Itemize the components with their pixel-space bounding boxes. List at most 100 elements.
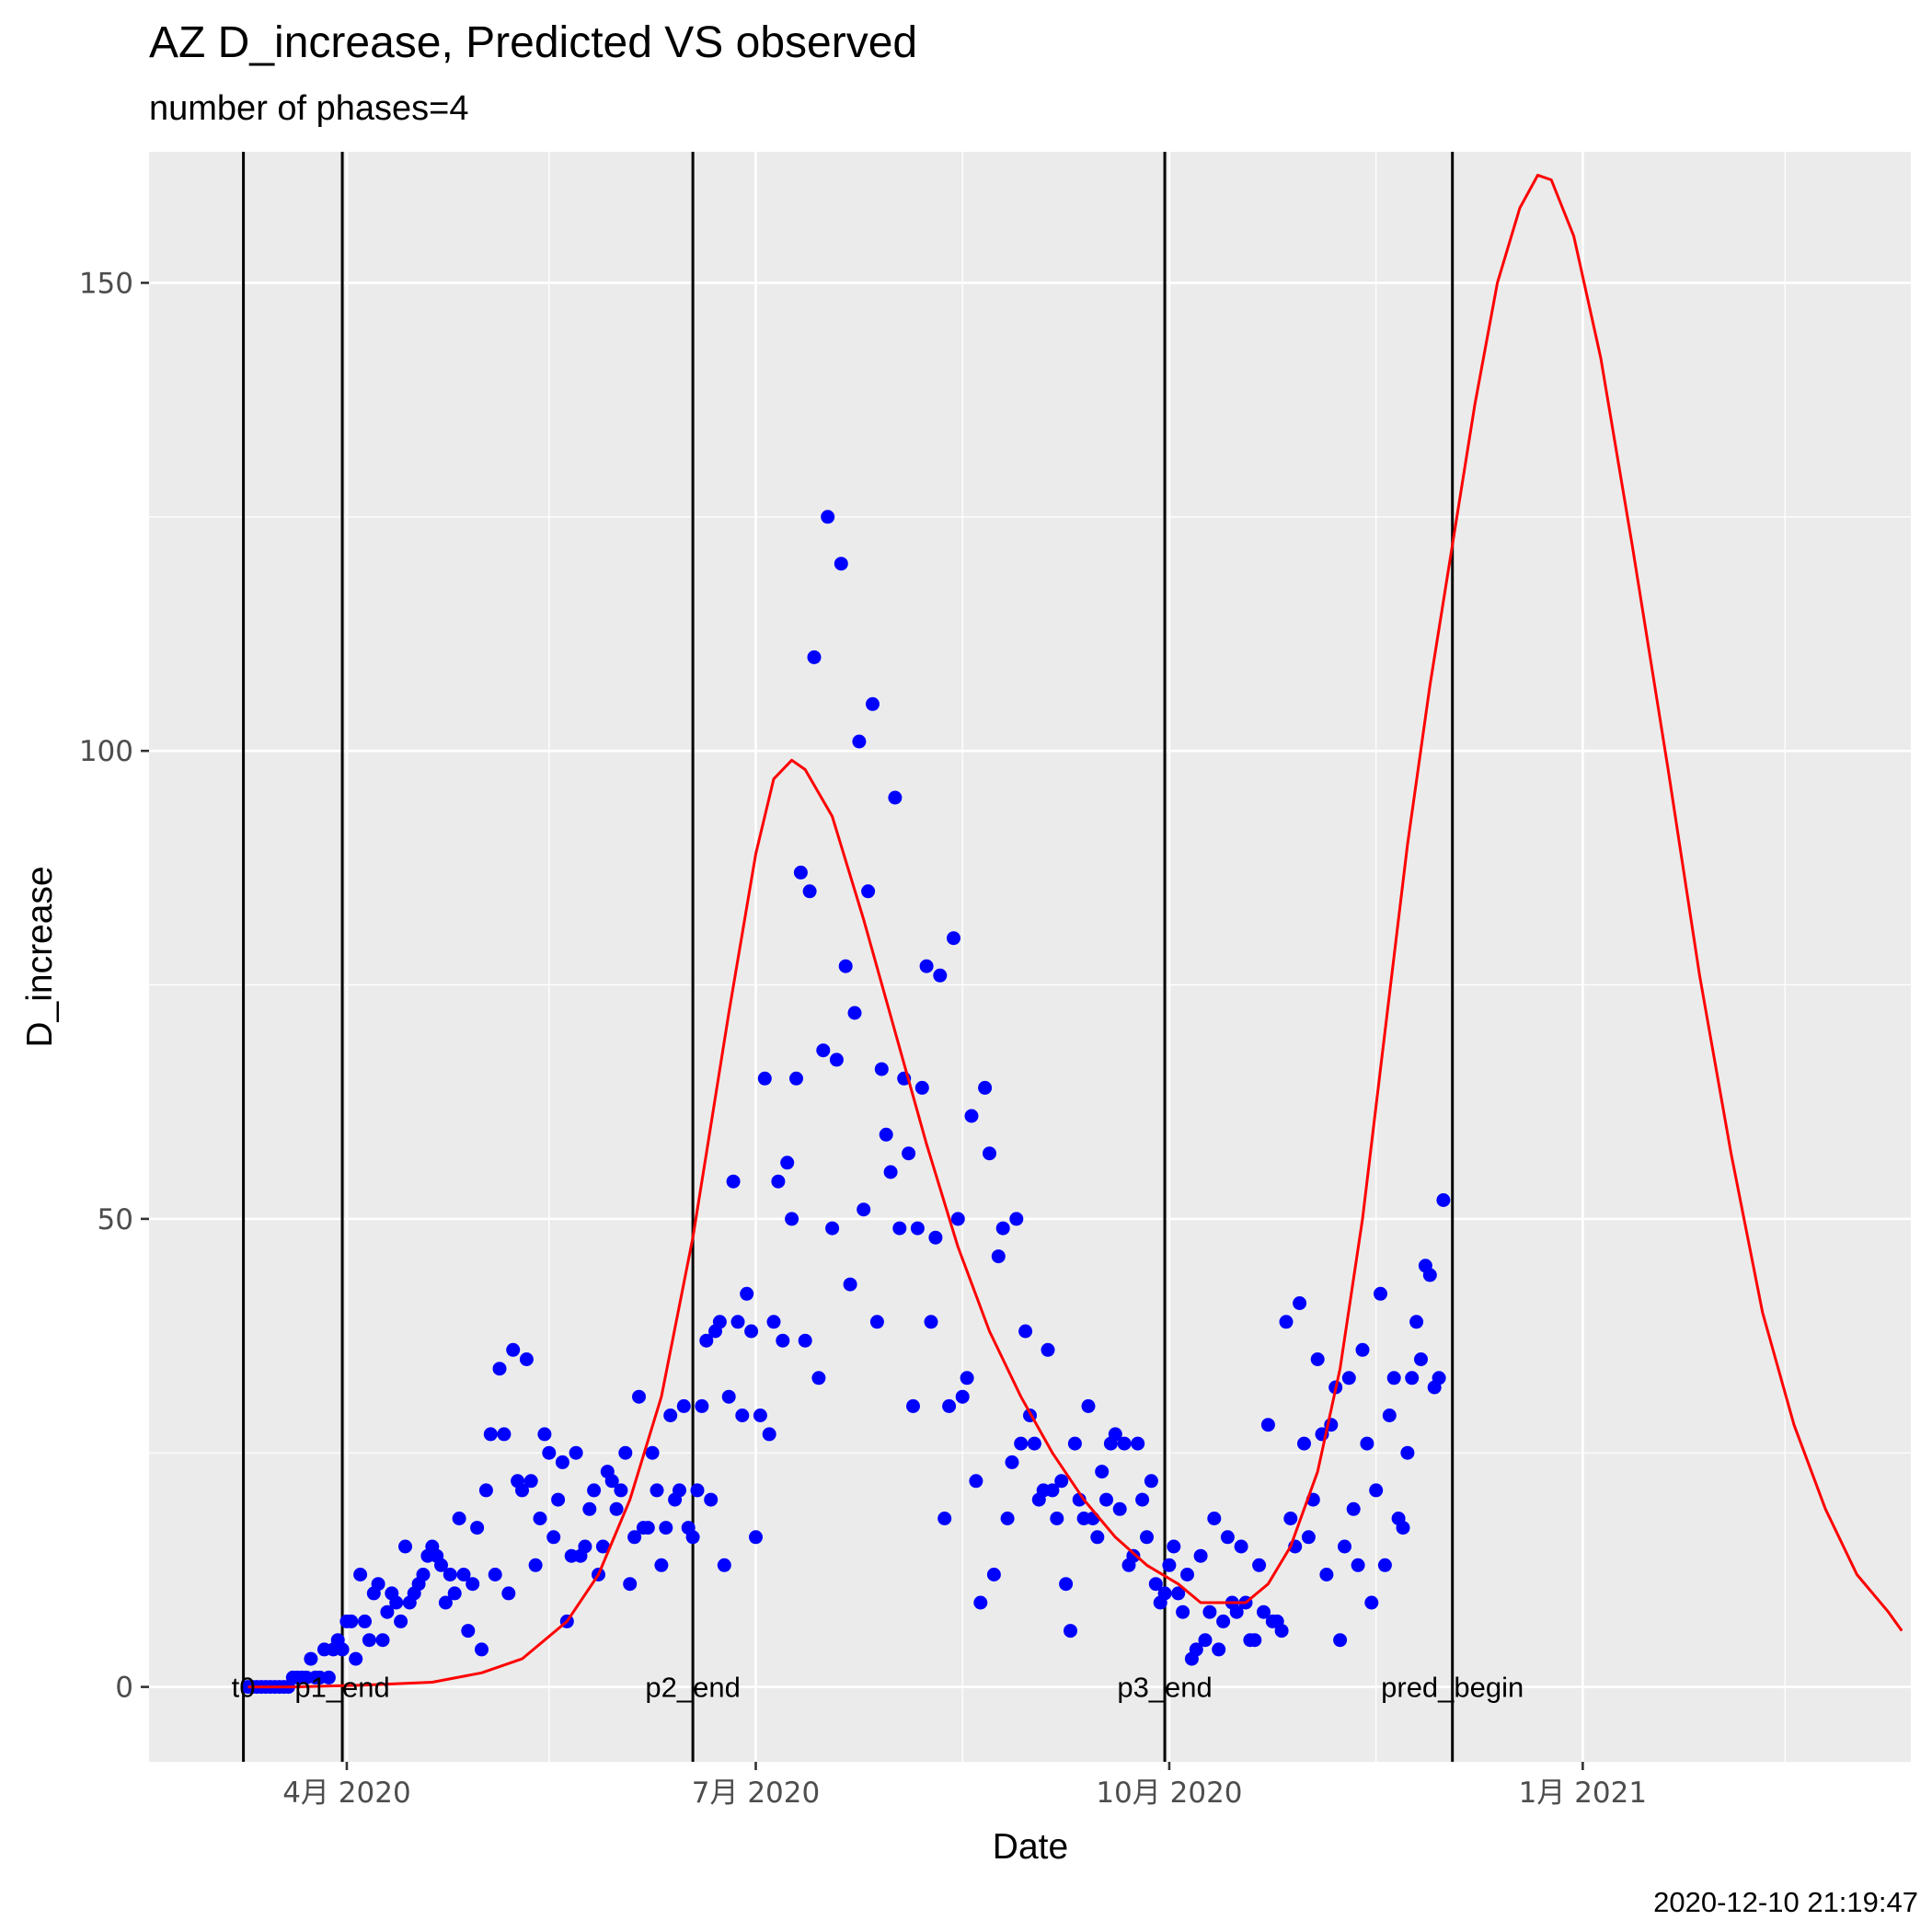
x-axis-ticks: 4月 2020 7月 2020 10月 2020 1月 2021 [282, 1762, 1647, 1810]
observed-point [964, 1109, 979, 1123]
observed-point [519, 1352, 534, 1366]
observed-point [447, 1586, 462, 1601]
observed-point [712, 1315, 727, 1329]
y-tick-label: 100 [79, 735, 133, 768]
observed-point [578, 1539, 592, 1554]
observed-point [879, 1127, 893, 1142]
observed-point [762, 1427, 776, 1442]
y-tick-label: 50 [98, 1203, 133, 1236]
observed-point [757, 1071, 772, 1086]
x-tick-label: 10月 2020 [1096, 1777, 1242, 1810]
observed-point [650, 1483, 664, 1498]
observed-point [811, 1371, 826, 1386]
observed-point [690, 1483, 705, 1498]
observed-point [604, 1474, 619, 1489]
observed-point [1297, 1436, 1311, 1451]
observed-point [802, 884, 817, 899]
observed-point [1212, 1642, 1226, 1657]
observed-point [888, 790, 903, 805]
observed-point [1067, 1436, 1082, 1451]
observed-point [1333, 1633, 1348, 1648]
observed-point [1144, 1474, 1158, 1489]
observed-point [1396, 1521, 1410, 1535]
observed-point [914, 1080, 929, 1095]
observed-point [438, 1595, 453, 1610]
observed-point [443, 1568, 457, 1581]
observed-point [1338, 1539, 1351, 1554]
observed-point [595, 1539, 610, 1554]
y-axis-title: D_increase [20, 866, 60, 1047]
observed-point [551, 1492, 566, 1507]
observed-point [380, 1604, 395, 1619]
observed-point [942, 1398, 957, 1413]
observed-point [866, 696, 880, 711]
observed-point [1171, 1586, 1186, 1601]
observed-point [555, 1455, 569, 1469]
observed-point [353, 1568, 368, 1581]
observed-point [1436, 1193, 1451, 1207]
observed-point [1360, 1436, 1374, 1451]
observed-point [1279, 1315, 1294, 1329]
x-tick-label: 7月 2020 [692, 1777, 820, 1810]
observed-point [1351, 1558, 1365, 1572]
observed-point [906, 1398, 920, 1413]
observed-point [1432, 1371, 1446, 1386]
observed-point [869, 1315, 884, 1329]
observed-point [1090, 1530, 1105, 1545]
y-tick-label: 0 [115, 1672, 133, 1705]
phase-line-label: pred_begin [1381, 1672, 1524, 1704]
observed-point [1081, 1398, 1096, 1413]
observed-point [1189, 1642, 1203, 1657]
observed-point [569, 1445, 583, 1460]
observed-point [663, 1409, 678, 1422]
phase-line-labels: t0 p1_end p2_end p3_end pred_begin [232, 1672, 1524, 1704]
observed-point [654, 1558, 669, 1572]
observed-point [1117, 1436, 1132, 1451]
observed-point [1108, 1427, 1122, 1442]
observed-point [950, 1212, 965, 1226]
y-tick-label: 150 [79, 267, 133, 300]
observed-point [780, 1156, 795, 1170]
observed-point [1386, 1371, 1401, 1386]
observed-point [394, 1614, 408, 1628]
observed-point [892, 1221, 907, 1236]
observed-point [1193, 1548, 1208, 1563]
observed-point [753, 1409, 767, 1422]
observed-point [1274, 1624, 1289, 1639]
observed-point [902, 1146, 916, 1161]
observed-point [789, 1071, 803, 1086]
observed-point [528, 1558, 543, 1572]
observed-point [1045, 1483, 1060, 1498]
chart-title: AZ D_increase, Predicted VS observed [149, 18, 917, 67]
observed-point [483, 1427, 498, 1442]
observed-point [371, 1577, 385, 1592]
observed-point [991, 1249, 1006, 1264]
observed-point [470, 1521, 485, 1535]
observed-point [699, 1333, 714, 1348]
y-axis-ticks: 0 50 100 150 [79, 267, 149, 1705]
observed-point [1422, 1268, 1437, 1282]
observed-point [933, 968, 948, 983]
observed-point [416, 1568, 431, 1581]
observed-point [375, 1633, 390, 1648]
observed-point [955, 1389, 970, 1404]
observed-point [676, 1398, 691, 1413]
observed-point [847, 1006, 862, 1020]
observed-point [874, 1062, 889, 1076]
observed-point [623, 1577, 638, 1592]
observed-point [1064, 1624, 1077, 1639]
observed-point [766, 1315, 781, 1329]
observed-point [1341, 1371, 1356, 1386]
predicted-line [247, 173, 1903, 1689]
observed-point [1207, 1512, 1222, 1525]
observed-point [304, 1651, 318, 1666]
observed-point [523, 1474, 538, 1489]
observed-point [910, 1221, 925, 1236]
observed-point [362, 1633, 376, 1648]
observed-point [1009, 1212, 1024, 1226]
x-axis-title: Date [993, 1827, 1068, 1867]
observed-point [1283, 1512, 1298, 1525]
observed-point [632, 1389, 646, 1404]
chart-subtitle: number of phases=4 [149, 89, 469, 128]
phase-line-label: p3_end [1117, 1672, 1212, 1704]
